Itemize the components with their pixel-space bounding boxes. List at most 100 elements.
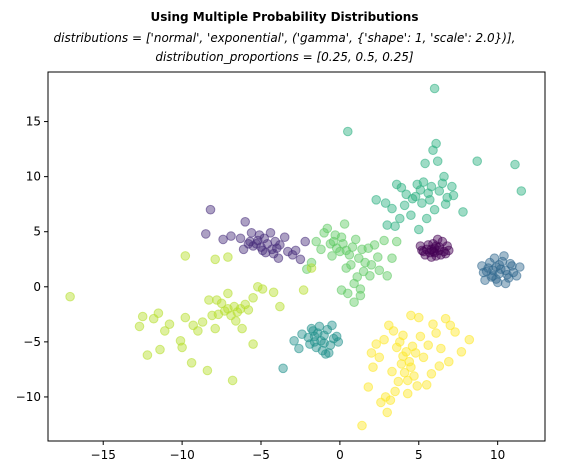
data-point-cluster-6 [355,290,366,301]
data-points [65,83,527,431]
data-point-cluster-3 [515,262,525,272]
data-point-cluster-7 [186,358,197,368]
data-point-cluster-7 [275,301,285,312]
data-point-cluster-7 [197,317,208,327]
data-point-cluster-5 [380,198,391,208]
data-point-cluster-5 [401,189,412,200]
data-point-cluster-8 [357,420,367,431]
data-point-cluster-6 [365,271,375,281]
data-point-cluster-5 [391,179,402,190]
axes-frame [47,71,546,442]
data-point-cluster-5 [410,191,421,202]
data-point-cluster-8 [385,395,396,406]
data-point-cluster-5 [472,156,483,166]
data-point-cluster-7 [252,282,263,292]
data-point-cluster-8 [444,356,454,367]
data-point-cluster-2 [201,229,211,239]
data-point-cluster-2 [283,246,293,257]
data-point-cluster-2 [205,204,216,215]
data-point-cluster-4 [319,338,329,348]
data-point-cluster-2 [265,228,276,238]
data-point-cluster-6 [382,271,393,281]
data-point-cluster-8 [445,320,456,331]
data-point-cluster-7 [298,285,309,295]
chart-subtitle-line-2: distribution_proportions = [0.25, 0.5, 0… [155,50,414,64]
data-point-cluster-7 [193,326,203,336]
y-tick-label: 10 [26,170,41,184]
data-point-cluster-5 [382,220,393,230]
data-point-cluster-5 [417,198,427,208]
data-point-cluster-3 [478,267,489,278]
data-point-cluster-5 [396,182,407,193]
data-point-cluster-5 [425,195,435,205]
data-point-cluster-7 [306,263,317,273]
data-point-cluster-6 [316,244,326,255]
data-point-cluster-7 [223,288,233,299]
data-point-cluster-2 [251,239,262,249]
chart-subtitle-line-1: distributions = ['normal', 'exponential'… [53,31,516,45]
data-point-cluster-5 [429,204,440,215]
y-tick-label: 15 [26,115,41,129]
data-point-cluster-8 [391,342,402,353]
data-point-cluster-1 [428,246,438,257]
data-point-cluster-7 [268,287,279,298]
data-point-cluster-8 [398,330,408,341]
data-point-cluster-6 [339,219,350,229]
data-point-cluster-8 [414,312,424,323]
data-point-cluster-8 [456,347,467,357]
data-point-cluster-7 [202,365,213,376]
data-point-cluster-8 [464,334,475,345]
data-point-cluster-8 [409,371,419,381]
data-point-cluster-2 [257,245,268,256]
data-point-cluster-8 [363,382,374,392]
data-point-cluster-8 [431,328,441,338]
x-tick-label: −10 [169,448,194,462]
data-point-cluster-4 [333,337,344,347]
data-point-cluster-1 [418,246,429,257]
data-point-cluster-7 [248,293,258,303]
data-point-cluster-4 [319,330,329,341]
data-point-cluster-6 [311,236,322,247]
data-point-cluster-6 [346,260,356,270]
data-point-cluster-7 [155,344,165,355]
y-tick-label: −10 [16,390,41,404]
data-point-cluster-2 [268,248,279,259]
data-point-cluster-2 [295,254,306,265]
data-point-cluster-7 [223,252,233,262]
data-point-cluster-3 [489,253,500,264]
data-point-cluster-8 [376,397,386,408]
data-point-cluster-7 [212,295,222,305]
data-point-cluster-7 [210,323,220,334]
data-point-cluster-3 [505,258,516,269]
data-point-cluster-2 [254,230,265,240]
data-point-cluster-3 [488,265,498,276]
data-point-cluster-2 [300,236,311,247]
data-point-cluster-5 [440,199,451,209]
data-point-cluster-5 [418,177,429,187]
data-point-cluster-8 [410,348,421,358]
data-point-cluster-6 [373,252,383,262]
data-point-cluster-5 [414,224,424,235]
data-point-cluster-5 [448,190,459,201]
x-tick-label: 5 [415,448,423,462]
chart-title: Using Multiple Probability Distributions [150,10,419,24]
data-point-cluster-8 [374,352,385,363]
data-point-cluster-5 [420,158,430,169]
data-point-cluster-8 [450,327,460,337]
y-tick-label: 0 [33,280,41,294]
data-point-cluster-5 [343,126,353,137]
data-point-cluster-8 [390,386,400,397]
data-point-cluster-7 [257,284,268,294]
data-point-cluster-7 [160,326,170,336]
data-point-cluster-3 [491,274,501,284]
data-point-cluster-7 [237,323,247,334]
data-point-cluster-2 [259,233,270,244]
data-point-cluster-5 [421,213,432,224]
data-point-cluster-6 [391,236,402,247]
data-point-cluster-5 [431,138,441,149]
data-point-cluster-7 [164,319,175,330]
data-point-cluster-4 [327,320,337,331]
data-point-cluster-8 [426,369,437,379]
data-point-cluster-5 [437,178,448,189]
